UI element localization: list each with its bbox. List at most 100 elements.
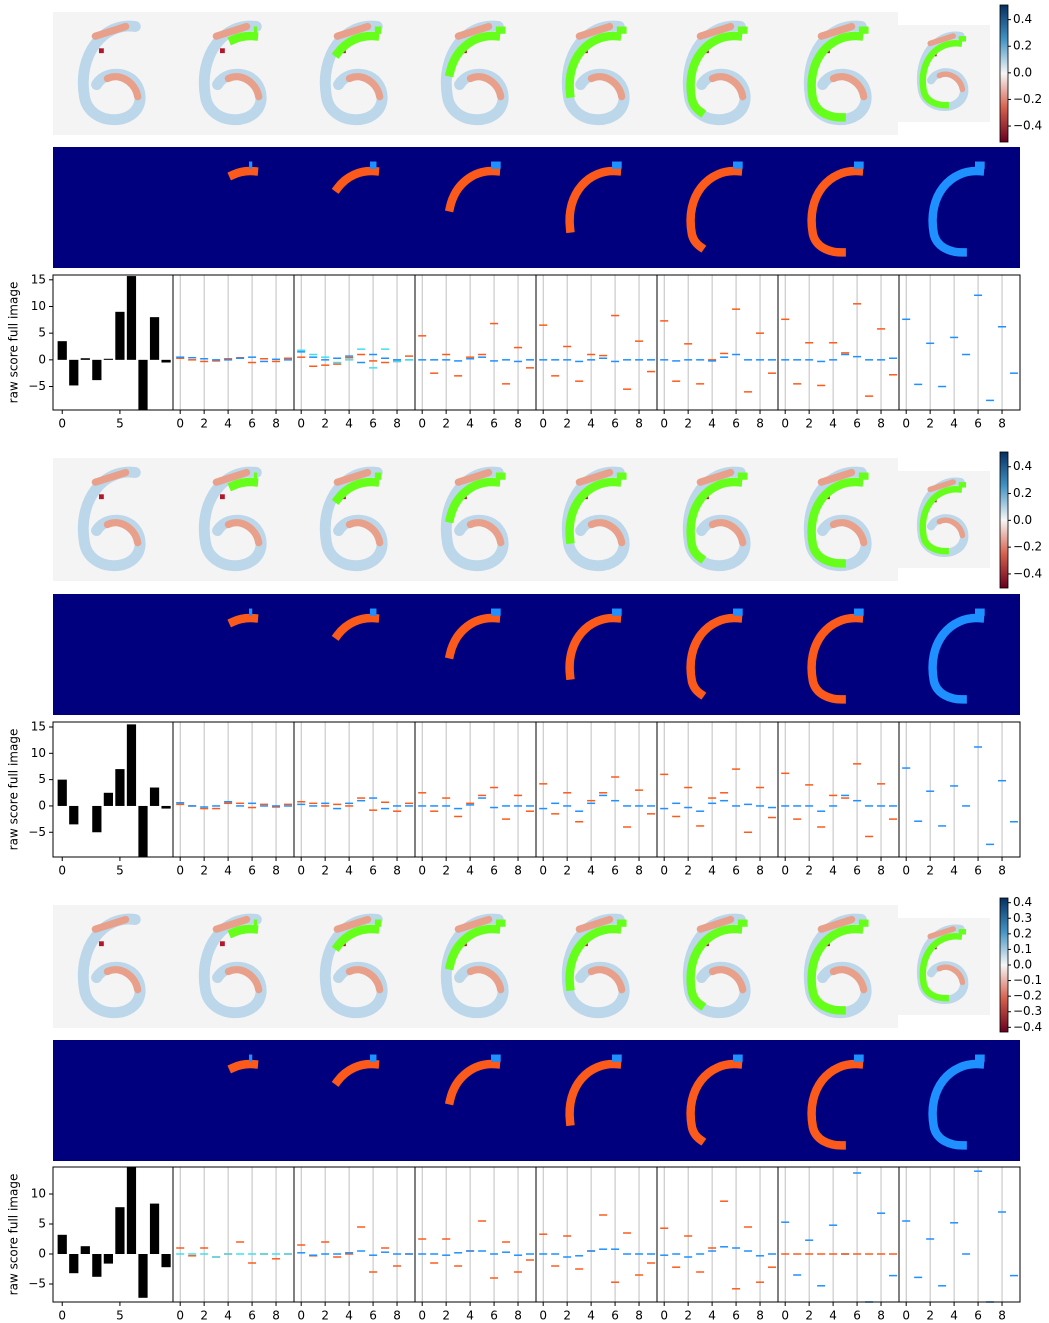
x-tick-label: 2: [442, 1309, 450, 1323]
digit-green: [444, 477, 505, 568]
segment-image: [928, 161, 989, 257]
colorbar-tick-label: −0.3: [1013, 1004, 1042, 1018]
digit-image: [561, 913, 630, 1019]
digit-red: [454, 22, 505, 101]
segment-image: [323, 161, 384, 257]
x-tick-label: 8: [998, 1309, 1006, 1323]
x-tick-label: 0: [418, 864, 426, 878]
y-tick-label: 15: [31, 272, 46, 286]
x-tick-label: 6: [490, 1309, 498, 1323]
x-tick-label: 0: [902, 417, 910, 431]
x-tick-label: 0: [297, 417, 305, 431]
y-tick-label: 5: [38, 1217, 46, 1231]
y-tick-label: 5: [38, 772, 46, 786]
x-tick-label: 8: [514, 417, 522, 431]
digit-red: [333, 22, 384, 101]
segment-top: [249, 608, 253, 616]
x-tick-label: 4: [224, 417, 232, 431]
colorbar-tick-label: 0.0: [1013, 513, 1032, 527]
segment-top: [491, 161, 501, 169]
x-tick-label: 8: [393, 864, 401, 878]
bar: [57, 779, 67, 806]
bar: [92, 359, 102, 381]
segment-image: [202, 608, 263, 704]
bar: [161, 1254, 171, 1268]
segment-top: [854, 608, 864, 616]
x-tick-label: 4: [829, 1309, 837, 1323]
digit-green-top: [958, 36, 967, 42]
segment-top: [854, 161, 864, 169]
digit-green-top: [616, 26, 627, 34]
x-tick-label: 6: [853, 1309, 861, 1323]
y-tick-label: 0: [38, 798, 46, 812]
segment: [202, 166, 263, 257]
digit-red: [817, 915, 868, 994]
x-tick-label: 6: [611, 864, 619, 878]
segment-top: [733, 608, 743, 616]
x-tick-label: 5: [116, 417, 124, 431]
digit-image: [916, 924, 969, 1005]
axes-frame: [898, 721, 1021, 858]
segment: [565, 1059, 626, 1150]
x-tick-label: 4: [708, 417, 716, 431]
bar: [126, 724, 137, 806]
segment-top: [733, 1054, 743, 1062]
segment: [928, 613, 989, 704]
x-tick-label: 8: [998, 864, 1006, 878]
colorbar-tick-label: −0.2: [1013, 92, 1042, 106]
y-axis-label: raw score full image: [7, 729, 21, 851]
x-tick-label: 0: [176, 864, 184, 878]
digit-red: [696, 468, 747, 547]
digit-green-top: [374, 919, 382, 927]
x-tick-label: 0: [781, 864, 789, 878]
x-tick-label: 8: [756, 1309, 764, 1323]
x-tick-label: 6: [369, 864, 377, 878]
y-tick-label: −5: [28, 825, 46, 839]
digit-green: [807, 477, 868, 568]
segment-image: [202, 1054, 263, 1150]
segment: [323, 613, 384, 704]
segment-image: [323, 608, 384, 704]
digit-green: [323, 924, 384, 1015]
segment-image: [202, 161, 263, 257]
x-tick-label: 0: [902, 1309, 910, 1323]
bar: [115, 1207, 125, 1254]
digit-green-top: [858, 919, 869, 927]
digit-image: [319, 466, 388, 572]
digit-green: [202, 31, 263, 122]
x-tick-label: 8: [635, 417, 643, 431]
x-tick-label: 8: [877, 864, 885, 878]
segment-top: [733, 161, 743, 169]
digit-red: [91, 22, 142, 101]
x-tick-label: 0: [58, 417, 66, 431]
segmentation-row: [53, 147, 1020, 268]
digit-red: [91, 915, 142, 994]
colorbar-tick-label: −0.4: [1013, 119, 1042, 133]
x-tick-label: 2: [805, 1309, 813, 1323]
segment-top: [370, 1054, 377, 1062]
colorbar-tick-label: 0.2: [1013, 926, 1032, 940]
digit-green-top: [958, 929, 967, 935]
colorbar-tick-label: 0.2: [1013, 486, 1032, 500]
x-tick-label: 4: [587, 864, 595, 878]
segment-image: [686, 161, 747, 257]
x-tick-label: 4: [466, 1309, 474, 1323]
x-tick-label: 0: [297, 1309, 305, 1323]
bar: [161, 359, 171, 363]
x-tick-label: 8: [272, 1309, 280, 1323]
segment-image: [928, 608, 989, 704]
x-tick-label: 8: [393, 1309, 401, 1323]
bar: [103, 358, 113, 360]
digit-image: [77, 466, 146, 572]
x-tick-label: 2: [563, 417, 571, 431]
digit-green: [686, 31, 747, 122]
segment-top: [370, 608, 377, 616]
colorbar-tick-label: −0.2: [1013, 540, 1042, 554]
x-tick-label: 0: [539, 417, 547, 431]
colorbar-tick-label: −0.2: [1013, 989, 1042, 1003]
x-tick-label: 0: [297, 864, 305, 878]
x-tick-label: 6: [974, 1309, 982, 1323]
digit-green: [919, 933, 966, 1002]
bar: [115, 769, 125, 806]
